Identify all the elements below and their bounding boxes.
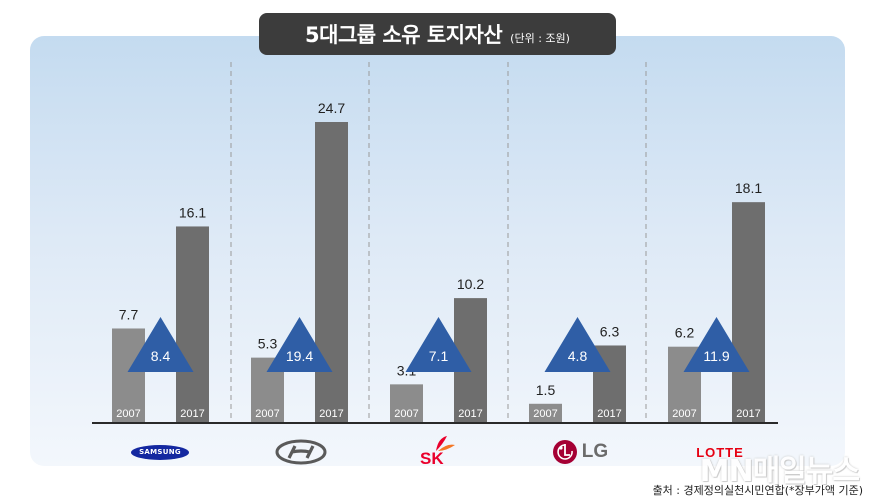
- year-label: 2007: [116, 408, 140, 420]
- year-label: 2017: [458, 408, 482, 420]
- value-label: 24.7: [318, 100, 345, 116]
- multiplier-triangle: [683, 317, 750, 372]
- multiplier-triangle: [266, 317, 333, 372]
- multiplier-label: 19.4: [286, 348, 313, 364]
- sk-butterfly-icon: [436, 436, 455, 451]
- year-label: 2017: [319, 408, 343, 420]
- multiplier-label: 7.1: [429, 348, 449, 364]
- lg-logo: LG: [545, 434, 615, 470]
- bar-2007-2: [390, 384, 423, 422]
- bar-2017-4: [732, 202, 765, 422]
- multiplier-triangle: [544, 317, 611, 372]
- multiplier-triangle: [127, 317, 194, 372]
- year-label: 2007: [255, 408, 279, 420]
- bar-2007-0: [112, 328, 145, 422]
- year-label: 2007: [672, 408, 696, 420]
- value-label: 6.3: [600, 323, 620, 339]
- bar-2017-0: [176, 226, 209, 422]
- source-note: 출처 : 경제정의실천시민연합(*장부가액 기준): [652, 484, 863, 497]
- bar-2007-3: [529, 403, 562, 422]
- year-label: 2017: [597, 408, 621, 420]
- multiplier-label: 8.4: [151, 348, 171, 364]
- lg-face-icon: [552, 440, 577, 464]
- sk-logo-text: SK: [420, 449, 444, 468]
- value-label: 10.2: [457, 276, 484, 292]
- multiplier-label: 11.9: [703, 348, 729, 364]
- year-label: 2017: [180, 408, 204, 420]
- chart-unit: (단위 : 조원): [510, 32, 570, 45]
- multiplier-triangle: [405, 317, 472, 372]
- value-label: 6.2: [675, 325, 695, 341]
- chart-title-box: 5대그룹 소유 토지자산 (단위 : 조원): [259, 13, 616, 55]
- value-label: 5.3: [258, 336, 278, 352]
- lotte-logo-text: LOTTE: [696, 444, 744, 460]
- year-label: 2007: [394, 408, 418, 420]
- bar-2017-1: [315, 122, 348, 422]
- lg-logo-text: LG: [581, 441, 609, 462]
- multiplier-label: 4.8: [568, 348, 588, 364]
- hyundai-logo: [266, 434, 336, 470]
- lotte-logo: LOTTE: [685, 434, 755, 470]
- value-label: 16.1: [179, 204, 206, 220]
- chart-title: 5대그룹 소유 토지자산: [305, 23, 503, 47]
- value-label: 7.7: [119, 306, 139, 322]
- value-label: 1.5: [536, 382, 556, 398]
- chart-background-panel: [30, 36, 845, 466]
- year-label: 2017: [736, 408, 760, 420]
- watermark: MN매일뉴스: [699, 454, 860, 489]
- year-label: 2007: [533, 408, 557, 420]
- value-label: 18.1: [735, 180, 762, 196]
- hyundai-emblem-icon: [275, 439, 327, 465]
- samsung-logo-text: SAMSUNG: [139, 448, 181, 456]
- samsung-logo: SAMSUNG: [125, 434, 195, 470]
- sk-logo: SK: [408, 434, 468, 470]
